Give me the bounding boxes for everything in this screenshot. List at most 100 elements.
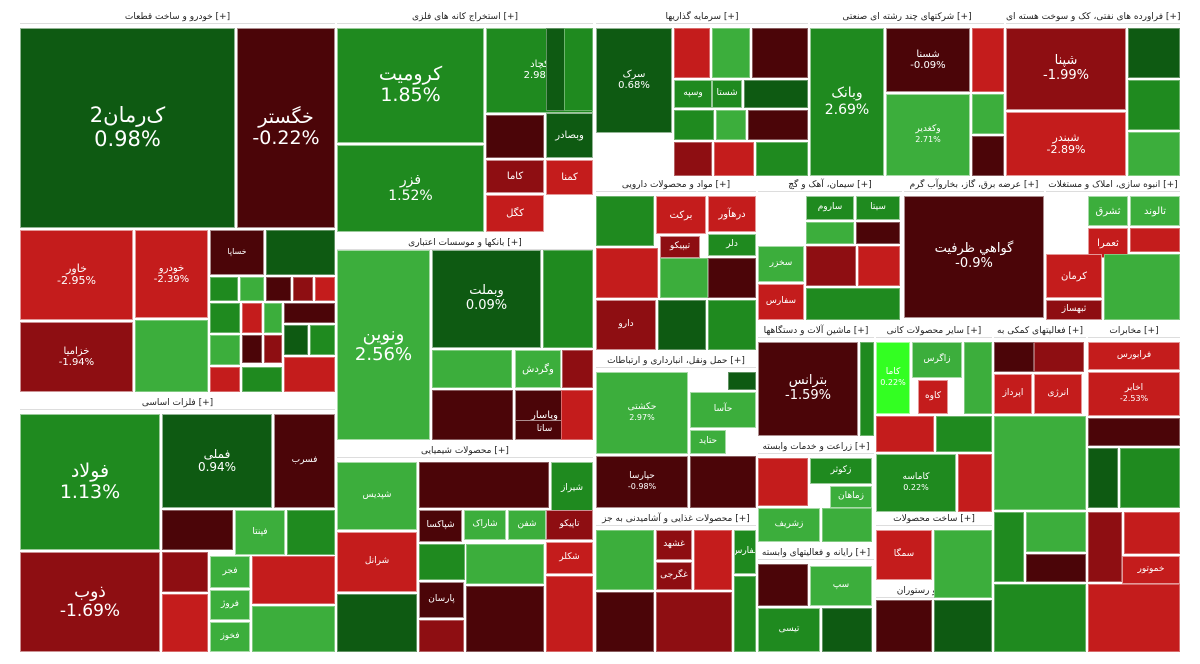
stock-tile[interactable]: تیپیکو	[660, 236, 700, 258]
mini-stock-tile[interactable]	[1128, 28, 1180, 78]
mini-stock-tile[interactable]	[934, 600, 992, 652]
stock-tile[interactable]: درهآور	[708, 196, 756, 232]
mini-stock-tile[interactable]	[660, 258, 708, 298]
mini-stock-tile[interactable]	[806, 288, 900, 320]
mini-stock-tile[interactable]	[1088, 512, 1122, 582]
stock-tile[interactable]: فپنتا	[235, 510, 285, 555]
mini-stock-tile[interactable]	[1034, 342, 1084, 372]
mini-stock-tile[interactable]	[546, 576, 593, 652]
mini-stock-tile[interactable]	[432, 390, 513, 440]
sector-header[interactable]: محصولات غذایی و آشامیدنی به جز [+]	[596, 512, 756, 526]
mini-stock-tile[interactable]	[712, 28, 750, 78]
stock-tile[interactable]: فخوز	[210, 622, 250, 652]
mini-stock-tile[interactable]	[1124, 512, 1180, 554]
stock-tile[interactable]: شکلر	[546, 542, 593, 574]
stock-tile[interactable]: زکوثر	[810, 458, 872, 484]
sector-header[interactable]: شرکتهای چند رشته ای صنعتی [+]	[810, 10, 1004, 24]
mini-stock-tile[interactable]	[310, 325, 335, 355]
mini-stock-tile[interactable]	[994, 584, 1086, 652]
mini-stock-tile[interactable]	[856, 222, 900, 244]
mini-stock-tile[interactable]	[708, 258, 756, 298]
mini-stock-tile[interactable]	[690, 456, 756, 508]
mini-stock-tile[interactable]	[1026, 512, 1086, 552]
mini-stock-tile[interactable]	[972, 136, 1004, 176]
stock-tile[interactable]: کاما	[486, 160, 544, 193]
mini-stock-tile[interactable]	[266, 230, 335, 275]
mini-stock-tile[interactable]	[596, 530, 654, 590]
stock-tile[interactable]: فملی 0.94%	[162, 414, 272, 508]
mini-stock-tile[interactable]	[756, 142, 808, 176]
stock-tile[interactable]: ونوین 2.56%	[337, 250, 430, 440]
mini-stock-tile[interactable]	[1088, 584, 1180, 652]
mini-stock-tile[interactable]	[656, 592, 732, 652]
stock-tile[interactable]: سخزر	[758, 246, 804, 282]
stock-tile[interactable]: خاور -2.95%	[20, 230, 133, 320]
mini-stock-tile[interactable]	[419, 544, 465, 580]
stock-tile[interactable]: انرژی	[1034, 374, 1082, 414]
stock-tile[interactable]: خساپا	[210, 230, 264, 275]
mini-stock-tile[interactable]	[1026, 554, 1086, 582]
stock-tile[interactable]: سفارس	[758, 284, 804, 320]
mini-stock-tile[interactable]	[242, 367, 282, 392]
mini-stock-tile[interactable]	[806, 246, 856, 286]
stock-tile[interactable]: وگردش	[515, 350, 561, 388]
mini-stock-tile[interactable]	[822, 608, 872, 652]
stock-tile[interactable]: کاما 0.22%	[876, 342, 910, 414]
stock-tile[interactable]: ساروم	[806, 196, 854, 220]
mini-stock-tile[interactable]	[748, 110, 808, 140]
mini-stock-tile[interactable]	[674, 28, 710, 78]
stock-tile[interactable]: وبملت 0.09%	[432, 250, 541, 348]
mini-stock-tile[interactable]	[1088, 448, 1118, 508]
sector-header[interactable]: سرمایه گذاریها [+]	[596, 10, 808, 24]
stock-tile[interactable]: برکت	[656, 196, 706, 234]
stock-tile[interactable]: ثبهساز	[1046, 300, 1102, 320]
stock-tile[interactable]: اپرداز	[994, 374, 1032, 414]
mini-stock-tile[interactable]	[162, 552, 208, 592]
stock-tile[interactable]: شستا	[712, 80, 742, 108]
stock-tile[interactable]: فزر 1.52%	[337, 145, 484, 232]
mini-stock-tile[interactable]	[252, 556, 335, 604]
mini-stock-tile[interactable]	[252, 606, 335, 652]
mini-stock-tile[interactable]	[876, 600, 932, 652]
mini-stock-tile[interactable]	[674, 142, 712, 176]
mini-stock-tile[interactable]	[1088, 418, 1180, 446]
mini-stock-tile[interactable]	[744, 80, 808, 108]
stock-tile[interactable]: تاپیکو	[546, 510, 593, 540]
mini-stock-tile[interactable]	[284, 325, 308, 355]
stock-tile[interactable]: کرمان	[1046, 254, 1102, 298]
stock-tile[interactable]: خگستر -0.22%	[237, 28, 335, 228]
sector-header[interactable]: رایانه و فعالیتهای وابسته [+]	[758, 546, 874, 560]
mini-stock-tile[interactable]	[716, 110, 746, 140]
mini-stock-tile[interactable]	[658, 300, 706, 350]
stock-tile[interactable]: فجر	[210, 556, 250, 588]
mini-stock-tile[interactable]	[210, 277, 238, 301]
mini-stock-tile[interactable]	[293, 277, 313, 301]
mini-stock-tile[interactable]	[734, 576, 756, 652]
stock-tile[interactable]: دارو	[596, 300, 656, 350]
sector-header[interactable]: استخراج کانه های فلزی [+]	[337, 10, 593, 24]
stock-tile[interactable]: کمنا	[546, 160, 593, 195]
mini-stock-tile[interactable]	[596, 196, 654, 246]
mini-stock-tile[interactable]	[934, 530, 992, 598]
mini-stock-tile[interactable]	[264, 335, 282, 363]
sector-header[interactable]: محصولات شیمیایی [+]	[337, 444, 593, 458]
sector-header[interactable]: بانکها و موسسات اعتباری [+]	[337, 236, 593, 250]
mini-stock-tile[interactable]	[242, 335, 262, 363]
mini-stock-tile[interactable]	[822, 508, 872, 542]
stock-tile[interactable]: حتاید	[690, 430, 726, 454]
sector-header[interactable]: خودرو و ساخت قطعات [+]	[20, 10, 335, 24]
stock-tile[interactable]: کرومیت 1.85%	[337, 28, 484, 143]
stock-tile[interactable]: گواهي ظرفيت -0.9%	[904, 196, 1044, 318]
sector-header[interactable]: زراعت و خدمات وابسته [+]	[758, 440, 874, 454]
mini-stock-tile[interactable]	[466, 586, 544, 652]
mini-stock-tile[interactable]	[860, 342, 874, 436]
mini-stock-tile[interactable]	[876, 416, 934, 452]
stock-tile[interactable]: شاراک	[464, 510, 506, 540]
mini-stock-tile[interactable]	[714, 142, 754, 176]
stock-tile[interactable]: زاگرس	[912, 342, 962, 378]
stock-tile[interactable]: کگل	[486, 195, 544, 232]
mini-stock-tile[interactable]	[486, 115, 544, 158]
mini-stock-tile[interactable]	[466, 544, 544, 584]
stock-tile[interactable]: وبصادر	[546, 113, 593, 158]
stock-tile[interactable]: سرک 0.68%	[596, 28, 672, 133]
